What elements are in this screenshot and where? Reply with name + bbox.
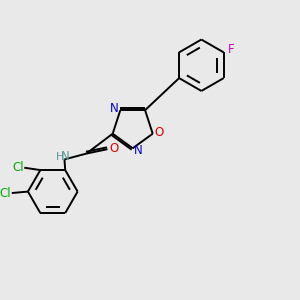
Text: Cl: Cl bbox=[12, 160, 24, 174]
Text: Cl: Cl bbox=[0, 187, 11, 200]
Text: H: H bbox=[56, 152, 64, 161]
Text: N: N bbox=[134, 144, 143, 157]
Text: N: N bbox=[110, 102, 119, 115]
Text: O: O bbox=[154, 126, 164, 139]
Text: N: N bbox=[61, 150, 70, 163]
Text: F: F bbox=[228, 43, 235, 56]
Text: O: O bbox=[109, 142, 119, 155]
